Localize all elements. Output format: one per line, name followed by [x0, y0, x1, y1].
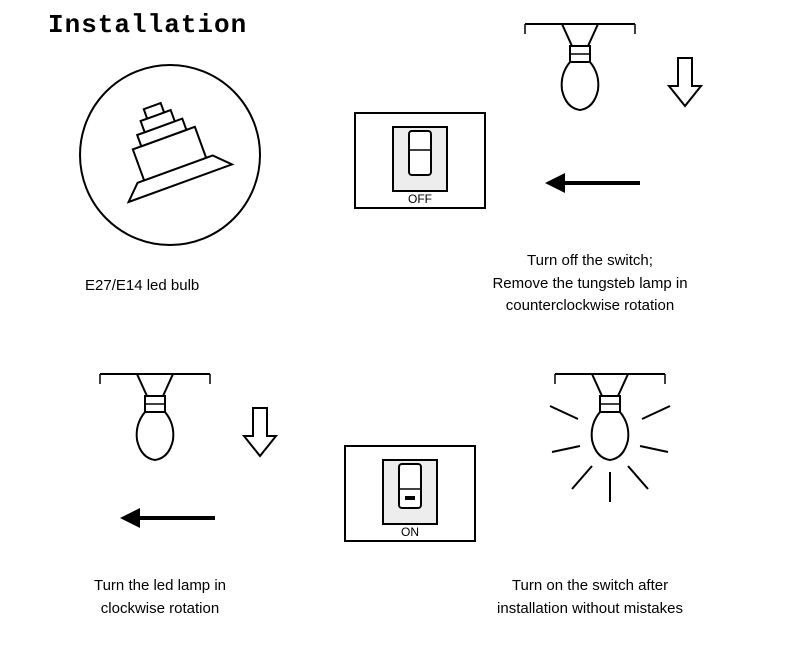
arrow-left-icon [545, 173, 640, 193]
arrow-left-icon [120, 508, 215, 528]
panel-install-lamp [55, 368, 335, 568]
page-title: Installation [48, 10, 247, 40]
caption-bulb: E27/E14 led bulb [85, 275, 285, 298]
panel-turn-off: OFF [340, 18, 760, 248]
panel-bulb-product [70, 55, 270, 255]
caption-install: Turn the led lamp in clockwise rotation [60, 575, 260, 620]
switch-off-icon: OFF [355, 113, 485, 208]
caption-turn-off: Turn off the switch; Remove the tungsteb… [440, 250, 740, 318]
caption-turn-on: Turn on the switch after installation wi… [440, 575, 740, 620]
arrow-down-icon [244, 408, 276, 456]
bulb-circle-diagram [70, 55, 270, 255]
switch-on-label: ON [401, 525, 419, 539]
arrow-down-icon [669, 58, 701, 106]
switch-off-label: OFF [408, 192, 432, 206]
switch-on-icon: ON [345, 446, 475, 541]
ceiling-lamp-icon [100, 374, 210, 460]
ceiling-lamp-lit-icon [550, 374, 670, 502]
panel-turn-on: ON [345, 368, 765, 578]
ceiling-lamp-icon [525, 24, 635, 110]
